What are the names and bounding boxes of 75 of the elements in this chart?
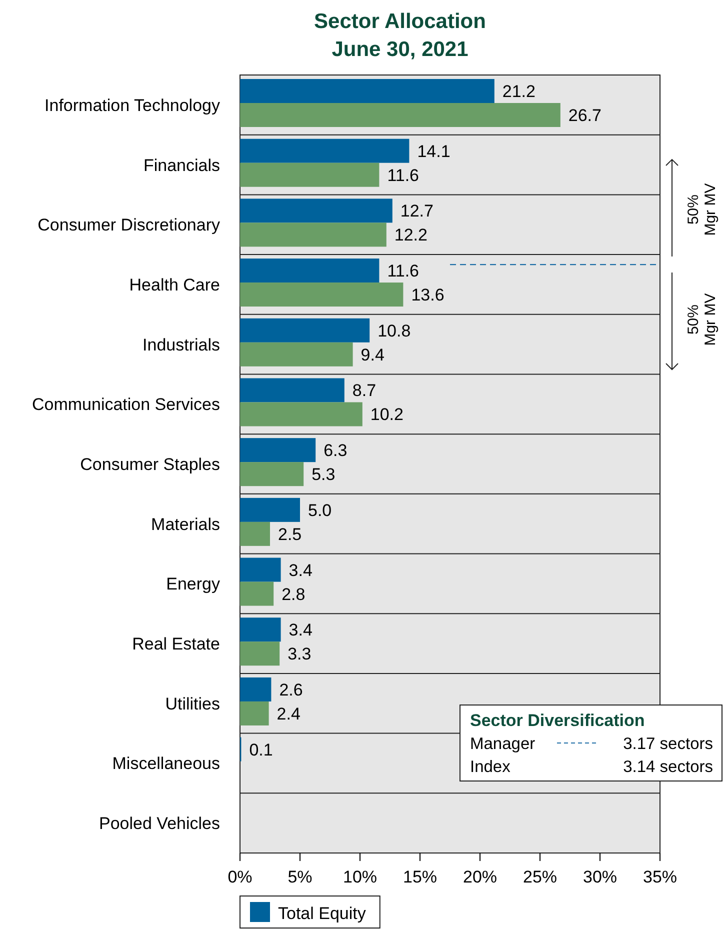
annotation: Index — [470, 758, 512, 776]
x-tick-label: 5% — [288, 868, 312, 887]
text: 50% Mgr MV — [685, 293, 719, 346]
y-tick-label: Information Technology — [44, 96, 220, 115]
data-label: 26.7 — [568, 106, 602, 125]
bar — [240, 103, 560, 127]
y-tick-label: Industrials — [142, 335, 220, 354]
data-label: 3.4 — [288, 620, 312, 640]
x-tick-label: 20% — [462, 868, 498, 887]
data-label: 3.3 — [288, 644, 312, 664]
bar — [240, 522, 270, 546]
data-label: 10.2 — [370, 405, 404, 424]
y-tick-label: Consumer Staples — [80, 455, 220, 474]
bar — [240, 677, 272, 702]
bar — [240, 318, 370, 342]
annotation: Manager — [470, 735, 536, 753]
x-tick-label: 15% — [402, 868, 438, 887]
data-label: 12.2 — [394, 226, 428, 245]
y-tick-label: Communication Services — [32, 395, 220, 414]
data-label: 11.6 — [387, 262, 420, 281]
data-label: 0.1 — [249, 740, 273, 760]
annotation: 3.17 sectors — [623, 735, 713, 753]
bar — [240, 438, 316, 462]
y-tick-label: Health Care — [129, 275, 220, 294]
data-label: 14.1 — [417, 142, 450, 161]
bar — [240, 282, 404, 307]
bar — [240, 558, 281, 582]
data-label: 9.4 — [360, 345, 384, 364]
annotation: 3.14 sectors — [623, 758, 713, 776]
y-tick-label: Energy — [166, 574, 220, 594]
data-label: 12.7 — [400, 202, 434, 221]
bar — [240, 378, 344, 402]
bar — [240, 342, 353, 366]
bar — [240, 162, 380, 187]
y-tick-label: Miscellaneous — [112, 754, 220, 774]
x-tick-label: 35% — [642, 868, 678, 887]
y-tick-label: Pooled Vehicles — [99, 814, 220, 834]
data-label: 5.0 — [308, 500, 332, 520]
bar — [240, 642, 280, 666]
x-tick-label: 0% — [228, 868, 252, 887]
y-tick-label: Financials — [143, 156, 220, 175]
x-tick-label: 10% — [342, 868, 378, 887]
bar — [240, 222, 386, 247]
data-label: 10.8 — [378, 321, 411, 340]
chart-title: Sector Allocation June 30, 2021 — [314, 10, 486, 61]
bar — [240, 618, 281, 642]
x-tick-label: 30% — [582, 868, 618, 887]
data-label: 2.6 — [279, 680, 303, 700]
bar — [240, 462, 304, 486]
text: 50% Mgr MV — [685, 183, 719, 236]
bar — [240, 138, 410, 163]
y-tick-label: Consumer Discretionary — [38, 216, 220, 235]
y-tick-label: Real Estate — [132, 634, 220, 654]
x-tick-label: 25% — [522, 868, 558, 887]
bar — [240, 258, 380, 283]
bar — [240, 498, 300, 522]
bar — [240, 402, 362, 426]
bar — [240, 582, 274, 606]
data-label: 11.6 — [387, 166, 420, 185]
data-label: 3.4 — [288, 560, 312, 580]
bar — [240, 198, 392, 223]
annotation: Sector Diversification — [470, 711, 645, 730]
legend-label: Total Equity — [278, 904, 366, 923]
bar — [240, 701, 269, 726]
data-label: 6.3 — [324, 441, 348, 460]
data-label: 2.5 — [278, 524, 302, 544]
data-label: 2.4 — [276, 704, 300, 724]
data-label: 13.6 — [411, 286, 444, 305]
data-label: 2.8 — [282, 584, 306, 604]
y-tick-label: Materials — [151, 514, 220, 534]
bar — [240, 79, 494, 103]
y-tick-label: Utilities — [165, 694, 220, 714]
data-label: 21.2 — [502, 82, 536, 101]
data-label: 8.7 — [352, 381, 376, 400]
data-label: 5.3 — [312, 465, 336, 484]
